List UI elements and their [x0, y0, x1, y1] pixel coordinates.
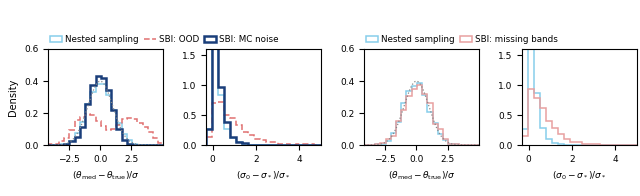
- X-axis label: $(\sigma_0 - \sigma_*)/\sigma_*$: $(\sigma_0 - \sigma_*)/\sigma_*$: [552, 169, 607, 182]
- Legend: Nested sampling, SBI: missing bands: Nested sampling, SBI: missing bands: [366, 35, 557, 44]
- X-axis label: $(\theta_\mathrm{med} - \theta_\mathrm{true})/\sigma$: $(\theta_\mathrm{med} - \theta_\mathrm{t…: [388, 169, 455, 182]
- X-axis label: $(\theta_\mathrm{med} - \theta_\mathrm{true})/\sigma$: $(\theta_\mathrm{med} - \theta_\mathrm{t…: [72, 169, 139, 182]
- Legend: Nested sampling, SBI: OOD, SBI: MC noise: Nested sampling, SBI: OOD, SBI: MC noise: [50, 35, 278, 44]
- X-axis label: $(\sigma_0 - \sigma_*)/\sigma_*$: $(\sigma_0 - \sigma_*)/\sigma_*$: [236, 169, 291, 182]
- Y-axis label: Density: Density: [8, 78, 19, 116]
